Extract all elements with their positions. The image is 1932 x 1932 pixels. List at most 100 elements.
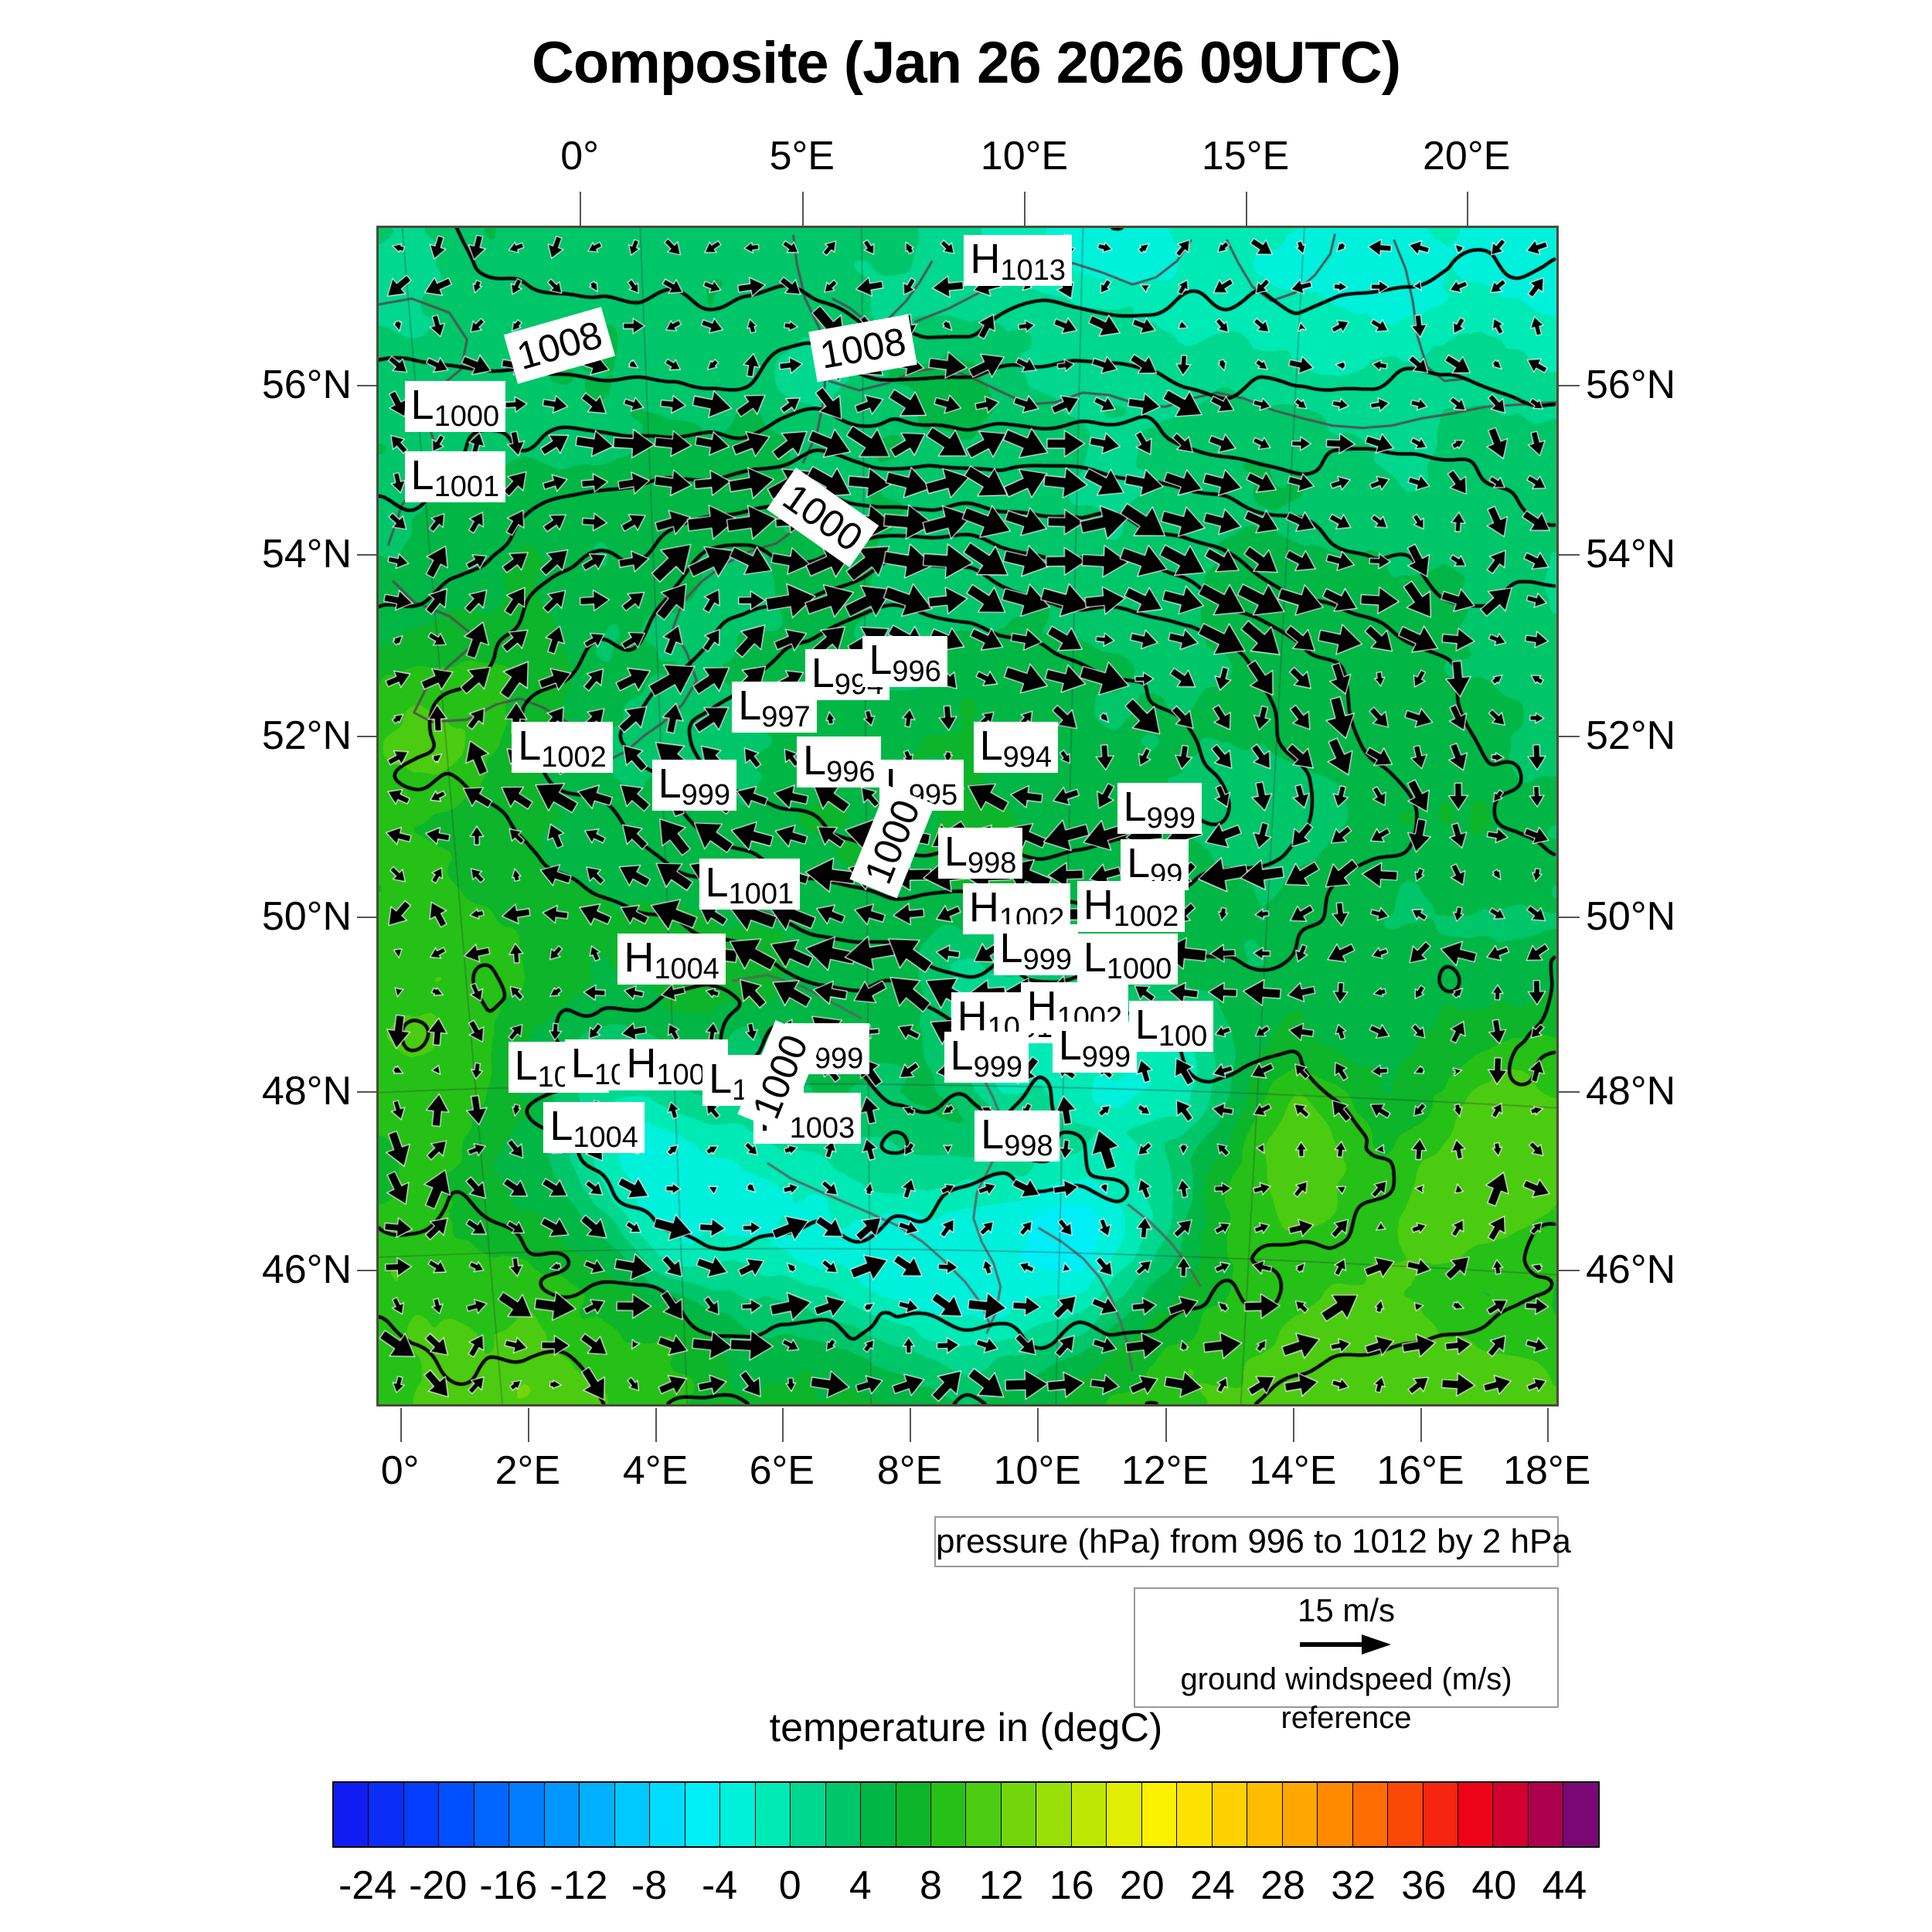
- extremum-value: 998: [967, 847, 1017, 880]
- lat-tick-right-2: 52°N: [1586, 713, 1676, 759]
- lat-tick-left-4: 48°N: [261, 1069, 352, 1114]
- pressure-legend: pressure (hPa) from 996 to 1012 by 2 hPa: [934, 1516, 1571, 1567]
- extremum-type: H: [957, 993, 988, 1040]
- colorbar-tick-9: 12: [978, 1863, 1024, 1908]
- axis-tick: [400, 1408, 402, 1442]
- colorbar-cell: [791, 1783, 826, 1846]
- lon-tick-top-2: 10°E: [980, 134, 1069, 179]
- axis-tick: [527, 1408, 529, 1442]
- axis-tick: [1024, 192, 1026, 226]
- pressure-extremum-l-28: L999: [944, 1031, 1029, 1083]
- extremum-type: L: [570, 1040, 594, 1087]
- axis-tick: [655, 1408, 658, 1442]
- extremum-value: 999: [1146, 802, 1196, 835]
- extremum-type: L: [981, 1111, 1005, 1158]
- extremum-type: H: [624, 934, 655, 981]
- pressure-extremum-l-13: L998: [937, 828, 1023, 880]
- colorbar-tick-13: 28: [1260, 1863, 1305, 1908]
- colorbar-tick-12: 24: [1189, 1863, 1235, 1908]
- lat-tick-left-5: 46°N: [261, 1247, 352, 1292]
- extremum-value: 1000: [434, 400, 500, 433]
- colorbar-tick-15: 36: [1401, 1863, 1447, 1908]
- lon-tick-top-4: 20°E: [1422, 134, 1511, 179]
- extremum-value: 1000: [1106, 953, 1172, 986]
- lat-tick-right-5: 46°N: [1586, 1247, 1676, 1292]
- axis-tick: [781, 1408, 784, 1442]
- axis-tick: [580, 192, 582, 226]
- extremum-type: L: [1083, 934, 1107, 981]
- pressure-extremum-l-14: L1001: [699, 858, 801, 910]
- extremum-value: 998: [1004, 1129, 1053, 1162]
- pressure-extremum-l-2: L1001: [404, 451, 506, 503]
- colorbar-cell: [1107, 1783, 1142, 1846]
- extremum-value: 1003: [789, 1111, 855, 1145]
- colorbar-tick-16: 40: [1471, 1863, 1517, 1908]
- colorbar-cell: [1282, 1783, 1318, 1846]
- colorbar-tick-10: 16: [1049, 1863, 1094, 1908]
- colorbar-cell: [509, 1783, 545, 1846]
- pressure-extremum-l-10: L994: [973, 722, 1059, 774]
- colorbar-cell: [474, 1783, 510, 1846]
- extremum-value: 1004: [573, 1121, 638, 1154]
- extremum-type: L: [1123, 784, 1147, 831]
- colorbar-cell: [1141, 1783, 1178, 1846]
- colorbar-cell: [1247, 1783, 1283, 1846]
- extremum-value: 1002: [541, 741, 607, 774]
- colorbar-cell: [1212, 1783, 1248, 1846]
- pressure-extremum-h-0: H1013: [964, 235, 1072, 287]
- map-plot-area[interactable]: H1013 L1000 L1001 L1002 L999 L997 L994 L996 L996…: [376, 226, 1559, 1406]
- axis-tick: [1245, 192, 1247, 226]
- colorbar[interactable]: [332, 1781, 1600, 1848]
- axis-tick: [1420, 1408, 1422, 1442]
- lat-tick-left-3: 50°N: [261, 893, 352, 939]
- colorbar-cell: [1563, 1783, 1598, 1846]
- lon-tick-bottom-8: 16°E: [1376, 1448, 1464, 1493]
- extremum-type: H: [626, 1040, 657, 1087]
- wind-reference-legend: 15 m/s ground windspeed (m/s) reference: [1134, 1587, 1559, 1735]
- pressure-extremum-l-30: L1004: [543, 1101, 645, 1154]
- extremum-type: L: [811, 649, 835, 696]
- extremum-value: 996: [892, 655, 941, 689]
- extremum-type: L: [410, 452, 434, 499]
- colorbar-cell: [1001, 1783, 1037, 1846]
- page-title: Composite (Jan 26 2026 09UTC): [531, 30, 1401, 96]
- colorbar-tick-14: 32: [1331, 1863, 1376, 1908]
- lon-tick-bottom-0: 0°: [380, 1448, 420, 1493]
- lon-tick-bottom-5: 10°E: [993, 1448, 1081, 1493]
- lon-tick-bottom-7: 14°E: [1249, 1448, 1337, 1493]
- wind-ref-arrow-icon: [1135, 1629, 1557, 1660]
- lat-tick-right-4: 48°N: [1586, 1069, 1676, 1114]
- extremum-type: L: [518, 723, 542, 770]
- colorbar-cell: [930, 1783, 967, 1846]
- lon-tick-top-1: 5°E: [769, 134, 835, 179]
- colorbar-title: temperature in (degC): [769, 1706, 1163, 1750]
- extremum-type: L: [950, 1032, 974, 1079]
- lon-tick-bottom-3: 6°E: [749, 1448, 815, 1493]
- colorbar-cell: [755, 1783, 791, 1846]
- axis-tick: [1546, 1408, 1549, 1442]
- colorbar-cell: [1318, 1783, 1353, 1846]
- extremum-type: L: [1058, 1022, 1082, 1070]
- extremum-type: L: [658, 760, 682, 807]
- lat-tick-right-1: 54°N: [1586, 531, 1676, 577]
- extremum-value: 999: [814, 1042, 864, 1075]
- colorbar-cell: [580, 1783, 615, 1846]
- colorbar-cell: [369, 1783, 404, 1846]
- pressure-extremum-l-8: L996: [797, 736, 882, 787]
- pressure-extremum-l-4: L999: [651, 759, 737, 811]
- axis-tick: [801, 192, 804, 226]
- extremum-value: 1004: [654, 953, 719, 986]
- extremum-value: 999: [973, 1050, 1022, 1083]
- colorbar-tick-17: 44: [1542, 1863, 1587, 1908]
- extremum-type: L: [514, 1043, 538, 1090]
- axis-tick: [1037, 1408, 1039, 1442]
- pressure-extremum-l-32: L998: [975, 1110, 1060, 1162]
- extremum-value: 997: [761, 701, 811, 734]
- axis-tick: [910, 1408, 912, 1442]
- colorbar-tick-3: -12: [549, 1863, 608, 1908]
- extremum-type: L: [709, 1055, 733, 1102]
- extremum-value: 100: [1158, 1019, 1208, 1053]
- colorbar-cell: [825, 1783, 862, 1846]
- wind-ref-caption: ground windspeed (m/s) reference: [1180, 1662, 1512, 1735]
